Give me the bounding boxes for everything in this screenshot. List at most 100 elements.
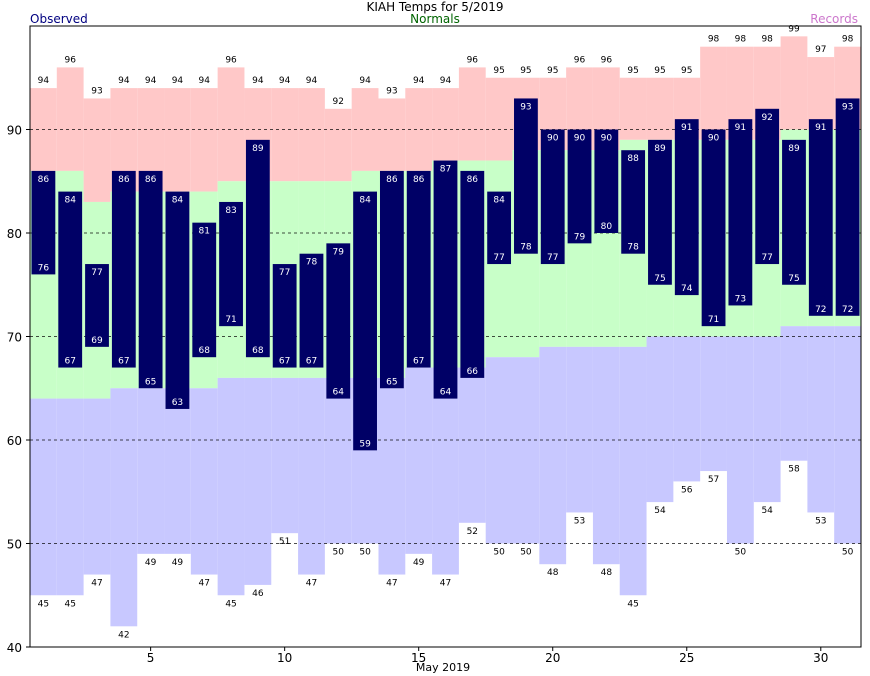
record-high-label: 95 [493,66,504,76]
record-high-band [298,88,325,182]
observed-low-label: 71 [225,315,236,325]
observed-high-label: 87 [440,165,451,175]
observed-low-label: 78 [520,243,532,253]
record-low-label: 47 [386,579,397,589]
observed-bar [782,139,806,285]
record-high-label: 96 [64,55,76,65]
record-low-band [271,377,299,534]
record-low-band [217,377,245,596]
observed-high-label: 93 [520,102,531,112]
record-high-label: 94 [38,76,50,86]
observed-bar [514,98,538,254]
record-high-label: 96 [467,55,479,65]
observed-high-label: 89 [654,144,666,154]
record-high-label: 97 [815,45,826,55]
x-tick-label: 15 [411,651,426,665]
observed-high-label: 86 [38,175,50,185]
observed-bar [326,243,351,399]
observed-high-label: 93 [842,102,853,112]
record-high-label: 98 [761,35,773,45]
record-high-label: 98 [842,35,854,45]
observed-high-label: 90 [708,134,720,144]
observed-low-label: 80 [601,222,613,232]
record-low-band [700,336,727,472]
observed-high-label: 91 [735,123,746,133]
observed-high-label: 84 [172,196,184,206]
observed-high-label: 86 [386,175,398,185]
record-high-label: 98 [735,35,747,45]
record-low-band [592,346,620,565]
observed-low-label: 77 [761,253,772,263]
record-high-label: 94 [279,76,291,86]
legend-normals: Normals [410,12,460,26]
observed-high-label: 83 [225,206,236,216]
record-low-label: 48 [601,568,613,578]
observed-low-label: 67 [306,357,317,367]
legend-records: Records [810,12,858,26]
record-high-band [807,57,835,130]
record-high-label: 93 [91,86,102,96]
observed-bar [701,129,726,327]
observed-low-label: 65 [145,377,156,387]
record-low-label: 47 [440,579,451,589]
record-low-band [834,326,861,544]
record-low-label: 50 [520,548,532,558]
record-low-label: 45 [64,599,75,609]
record-high-band [190,88,218,192]
record-high-label: 98 [708,35,720,45]
observed-high-label: 92 [761,113,772,123]
record-low-band [512,357,540,544]
record-low-label: 47 [199,579,210,589]
observed-bar [165,191,190,409]
record-high-band [485,77,513,161]
observed-high-label: 84 [64,196,76,206]
observed-bar [219,201,243,327]
record-high-label: 94 [145,76,157,86]
record-low-label: 49 [145,558,157,568]
record-low-label: 54 [654,506,666,516]
observed-low-label: 67 [413,357,424,367]
record-low-band [137,388,165,554]
record-high-label: 96 [225,55,237,65]
record-high-band [458,67,486,161]
record-high-label: 95 [681,66,692,76]
observed-high-label: 78 [306,258,318,268]
observed-bar [808,119,833,316]
record-low-label: 53 [574,516,585,526]
observed-high-label: 89 [788,144,800,154]
record-high-label: 95 [654,66,665,76]
record-low-label: 50 [493,548,505,558]
x-axis-label: May 2019 [415,661,471,674]
record-low-band [753,336,781,503]
observed-low-label: 67 [118,357,129,367]
record-low-label: 45 [38,599,49,609]
record-low-label: 45 [627,599,638,609]
observed-bar [567,129,592,244]
observed-high-label: 90 [547,134,559,144]
observed-bar [192,222,217,358]
record-low-label: 46 [252,589,264,599]
observed-bar [648,139,672,285]
record-high-band [56,67,84,171]
observed-bar [487,191,512,265]
record-low-band [56,398,84,596]
x-tick-label: 10 [277,651,292,665]
record-high-band [378,98,406,171]
record-high-label: 94 [413,76,425,86]
record-low-label: 49 [413,558,425,568]
observed-low-label: 66 [467,367,479,377]
record-low-label: 42 [118,630,129,640]
observed-low-label: 72 [815,305,826,315]
record-low-label: 48 [547,568,559,578]
record-high-band [324,108,352,182]
record-low-band [458,367,486,523]
observed-bar [299,253,324,368]
record-low-band [110,388,138,627]
record-high-band [271,88,299,182]
observed-low-label: 63 [172,398,183,408]
y-tick-label: 90 [7,124,22,138]
record-high-label: 94 [252,76,264,86]
record-high-label: 95 [547,66,558,76]
observed-low-label: 74 [681,284,693,294]
observed-high-label: 90 [601,134,613,144]
